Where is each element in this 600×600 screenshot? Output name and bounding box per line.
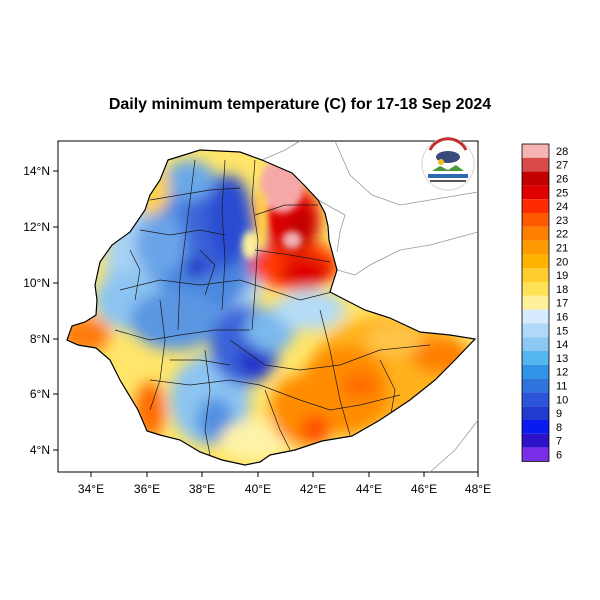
lon-label: 48°E [465,482,491,496]
colorbar-label: 11 [556,381,567,393]
colorbar-swatch [522,406,549,420]
colorbar-label: 21 [556,243,568,255]
colorbar-label: 17 [556,298,568,310]
institute-logo [421,137,475,191]
colorbar-label: 28 [556,146,568,158]
colorbar-swatch [522,268,549,282]
colorbar-swatch [522,213,549,227]
colorbar-swatch [522,378,549,393]
colorbar-swatch [522,447,549,462]
colorbar-label: 19 [556,270,568,282]
temperature-field [67,150,475,465]
colorbar-swatch [522,157,549,172]
lon-label: 36°E [134,482,160,496]
colorbar-swatch [522,309,549,324]
lon-label: 42°E [300,482,326,496]
colorbar-border [521,143,550,462]
lat-label: 6°N [30,387,50,401]
colorbar-swatch [522,433,549,448]
colorbar-label: 18 [556,284,568,296]
ethiopia-outline [66,149,477,466]
colorbar-swatch [522,323,549,338]
colorbar-label: 10 [556,394,568,406]
colorbar-label: 6 [556,450,562,462]
colorbar-label: 13 [556,353,568,365]
colorbar-label: 12 [556,367,568,379]
lon-label: 38°E [189,482,215,496]
colorbar-label: 14 [556,339,568,351]
colorbar-swatch [522,337,549,351]
lon-label: 40°E [245,482,271,496]
colorbar-swatch [522,199,549,213]
colorbar-label: 26 [556,174,568,186]
colorbar-swatch [522,240,549,255]
colorbar-swatch [522,144,549,158]
colorbar-swatch [522,392,549,407]
colorbar-label: 25 [556,187,568,199]
colorbar-swatch [522,226,549,241]
lat-label: 10°N [23,276,50,290]
lat-label: 12°N [23,220,50,234]
admin-boundaries [114,159,431,456]
lon-label: 44°E [356,482,382,496]
colorbar-label: 27 [556,160,568,172]
colorbar-swatch [522,282,549,296]
colorbar-label: 24 [556,201,568,213]
lat-label: 14°N [23,164,50,178]
lat-labels: 14°N 12°N 10°N 8°N 6°N 4°N [23,164,50,457]
colorbar-swatch [522,364,549,379]
lon-label: 34°E [78,482,104,496]
colorbar-swatch [522,295,549,310]
neighbor-borders [261,140,479,473]
lat-label: 8°N [30,332,50,346]
colorbar-swatch [522,171,549,186]
colorbar-label: 7 [556,436,562,448]
colorbar-swatch [522,254,549,269]
colorbar-swatch [522,351,549,365]
colorbar-label: 22 [556,229,568,241]
colorbar-label: 15 [556,325,568,337]
colorbar-label: 16 [556,312,568,324]
lon-label: 46°E [411,482,437,496]
colorbar-swatch [522,185,549,200]
axis-ticks [53,170,479,477]
lat-label: 4°N [30,443,50,457]
lon-labels: 34°E 36°E 38°E 40°E 42°E 44°E 46°E 48°E [78,482,491,496]
map-frame [57,140,479,473]
map-title: Daily minimum temperature (C) for 17-18 … [108,96,492,113]
colorbar-swatch [522,420,549,434]
colorbar-label: 20 [556,256,568,268]
colorbar-label: 9 [556,408,562,420]
colorbar-label: 23 [556,215,568,227]
colorbar-label: 8 [556,422,562,434]
